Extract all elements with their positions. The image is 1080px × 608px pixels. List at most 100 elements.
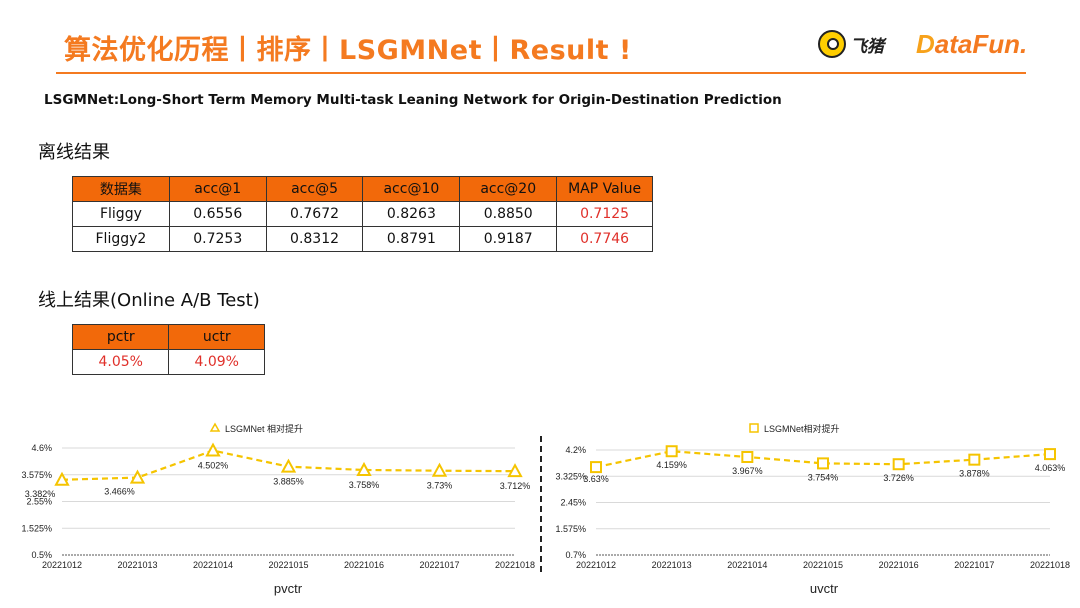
data-label: 3.885% [273, 477, 304, 487]
data-label: 3.758% [349, 480, 380, 490]
table-cell: 0.9187 [459, 226, 558, 252]
data-label: 3.466% [104, 487, 135, 497]
column-header: acc@10 [362, 176, 461, 202]
column-header: uctr [168, 324, 265, 350]
table-cell-map: 0.7125 [556, 201, 653, 227]
data-point [431, 462, 448, 477]
data-label: 3.382% [25, 489, 56, 499]
online-heading: 线上结果(Online A/B Test) [38, 290, 260, 311]
data-label: 3.726% [883, 473, 914, 483]
x-tick-label: 20221017 [419, 560, 459, 570]
x-tick-label: 20221015 [268, 560, 308, 570]
x-tick-label: 20221017 [954, 560, 994, 570]
x-tick-label: 20221016 [344, 560, 384, 570]
table-cell: 0.8791 [362, 226, 461, 252]
table-row: Fliggy 0.6556 0.7672 0.8263 0.8850 0.712… [72, 201, 653, 227]
x-tick-label: 20221015 [803, 560, 843, 570]
x-tick-label: 20221012 [576, 560, 616, 570]
column-header: pctr [71, 324, 170, 350]
data-label: 3.754% [808, 472, 839, 482]
x-tick-label: 20221012 [42, 560, 82, 570]
data-point [665, 445, 678, 458]
table-row: 4.05% 4.09% [71, 349, 265, 375]
data-label: 3.712% [500, 481, 531, 491]
table-cell: Fliggy2 [72, 226, 170, 252]
table-cell: 0.6556 [168, 201, 267, 227]
data-label: 3.967% [732, 466, 763, 476]
column-header: 数据集 [72, 176, 170, 202]
data-label: 3.63% [583, 474, 609, 484]
y-tick-label: 2.55% [26, 497, 52, 507]
data-point [590, 461, 602, 474]
data-label: 4.159% [656, 460, 687, 470]
table-cell: Fliggy [72, 201, 170, 227]
uvctr-chart: 0.7% 1.575% 2.45% 3.325% 4.2% 20221012 2022101… [555, 423, 1070, 596]
y-tick-label: 0.5% [31, 550, 52, 560]
data-point [968, 453, 981, 466]
x-axis-title: uvctr [810, 581, 839, 596]
data-point [205, 442, 221, 457]
data-label: 4.502% [198, 461, 229, 471]
data-point [129, 469, 146, 484]
y-tick-label: 1.525% [21, 523, 52, 533]
offline-heading: 离线结果 [38, 142, 110, 163]
data-point [507, 463, 523, 478]
data-label: 4.063% [1035, 463, 1066, 473]
fliggy-logo-text: 飞猪 [850, 36, 884, 57]
legend-label: LSGMNet相对提升 [764, 423, 840, 434]
table-row: Fliggy2 0.7253 0.8312 0.8791 0.9187 0.77… [72, 226, 653, 252]
y-tick-label: 1.575% [555, 524, 586, 534]
table-cell: 0.7253 [168, 226, 267, 252]
data-point [54, 471, 70, 486]
data-point [892, 458, 905, 471]
data-point [741, 450, 754, 463]
column-header: acc@20 [459, 176, 558, 202]
table-header-row: pctr uctr [71, 324, 265, 350]
x-tick-label: 20221018 [1030, 560, 1070, 570]
chart-divider [540, 436, 542, 572]
column-header: acc@1 [168, 176, 267, 202]
table-cell-map: 0.7746 [556, 226, 653, 252]
x-tick-label: 20221016 [879, 560, 919, 570]
table-cell: 0.7672 [265, 201, 364, 227]
y-tick-label: 4.6% [31, 443, 52, 453]
table-header-row: 数据集 acc@1 acc@5 acc@10 acc@20 MAP Value [72, 176, 653, 202]
datafun-logo-d: D [916, 28, 935, 59]
column-header: MAP Value [556, 176, 653, 202]
table-cell-uctr: 4.09% [168, 349, 265, 375]
fliggy-logo-icon [818, 30, 846, 58]
column-header: acc@5 [265, 176, 364, 202]
subtitle: LSGMNet:Long-Short Term Memory Multi-tas… [44, 92, 782, 108]
table-cell: 0.8312 [265, 226, 364, 252]
y-tick-label: 0.7% [565, 550, 586, 560]
x-tick-label: 20221014 [727, 560, 767, 570]
legend-label: LSGMNet 相对提升 [225, 423, 303, 434]
title-underline [56, 72, 1026, 74]
data-label: 3.73% [427, 481, 453, 491]
x-tick-label: 20221013 [117, 560, 157, 570]
x-tick-label: 20221013 [652, 560, 692, 570]
y-tick-label: 3.325% [555, 471, 586, 481]
data-label: 3.878% [959, 469, 990, 479]
y-tick-label: 4.2% [565, 445, 586, 455]
table-cell-pctr: 4.05% [71, 349, 170, 375]
pvctr-chart: 0.5% 1.525% 2.55% 3.575% 4.6% 20221012 2022101… [21, 422, 535, 596]
online-results-table: pctr uctr 4.05% 4.09% [71, 324, 265, 375]
offline-results-table: 数据集 acc@1 acc@5 acc@10 acc@20 MAP Value … [72, 176, 653, 252]
data-point [817, 457, 829, 470]
fliggy-logo: 飞猪 [818, 28, 898, 60]
data-point [1044, 448, 1056, 461]
y-tick-label: 2.45% [560, 498, 586, 508]
legend-marker [749, 423, 759, 433]
page-title: 算法优化历程丨排序丨LSGMNet丨Result ! [64, 35, 632, 66]
table-cell: 0.8850 [459, 201, 558, 227]
x-axis-title: pvctr [274, 581, 303, 596]
legend-marker [209, 422, 221, 432]
x-tick-label: 20221018 [495, 560, 535, 570]
y-tick-label: 3.575% [21, 470, 52, 480]
datafun-logo-text: ataFun. [934, 28, 1028, 59]
data-point [280, 458, 297, 473]
data-point [356, 461, 372, 476]
x-tick-label: 20221014 [193, 560, 233, 570]
